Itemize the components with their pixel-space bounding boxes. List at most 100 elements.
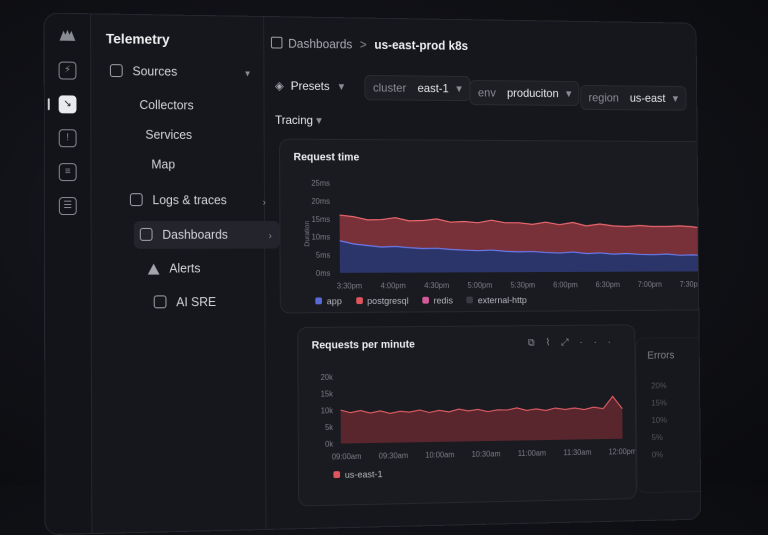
- request-time-xtick: 7:00pm: [638, 280, 663, 289]
- main-content: Dashboards>us-east-prod k8s ◈ Presets ▾ …: [263, 17, 700, 529]
- legend-item-redis[interactable]: redis: [422, 296, 453, 307]
- requests-xtick: 09:30am: [379, 451, 409, 460]
- errors-ytick: 15%: [651, 398, 667, 408]
- request-time-ylabel: Duration: [304, 221, 311, 247]
- legend-item-app[interactable]: app: [315, 296, 342, 307]
- sidebar-item-ai-sre[interactable]: AI SRE: [154, 291, 216, 313]
- region-value: us-east: [626, 91, 671, 105]
- app-window: ⚡ ↘ ! ≡ ☰ Telemetry Sources ▾ Collectors…: [44, 13, 702, 535]
- sidebar-item-alerts[interactable]: Alerts: [148, 258, 201, 280]
- request-time-xtick: 3:30pm: [337, 282, 363, 291]
- tracing-icon[interactable]: ↘: [59, 95, 77, 113]
- requests-xtick: 11:00am: [518, 449, 547, 458]
- requests-xtick: 10:30am: [472, 450, 501, 459]
- database-icon[interactable]: ≡: [59, 163, 77, 181]
- requests-legend: us-east-1: [333, 469, 394, 481]
- errors-ytick: 20%: [651, 380, 667, 390]
- chevron-down-icon: ▾: [316, 113, 322, 127]
- request-time-xtick: 7:30pm: [680, 280, 702, 289]
- sidebar-item-label: Sources: [132, 64, 177, 78]
- request-time-ytick: 25ms: [311, 179, 330, 188]
- terminal-icon: [130, 193, 143, 206]
- request-time-xtick: 6:00pm: [553, 281, 578, 290]
- sidebar-item-label: Logs & traces: [152, 193, 226, 207]
- requests-xtick: 12:00pm: [608, 447, 635, 456]
- sidebar-item-map[interactable]: Map: [151, 158, 175, 172]
- breadcrumb: Dashboards > us-east-prod k8s: [271, 37, 468, 53]
- icon-rail: ⚡ ↘ ! ≡ ☰: [45, 14, 93, 535]
- request-time-xtick: 5:00pm: [467, 281, 492, 290]
- sre-icon: [154, 295, 167, 308]
- presets-label: Presets: [287, 79, 335, 93]
- sidebar-item-collectors[interactable]: Collectors: [139, 98, 193, 112]
- errors-ytick: 0%: [652, 450, 663, 460]
- request-time-ytick: 0ms: [316, 269, 330, 278]
- request-time-ytick: 15ms: [311, 215, 330, 224]
- request-time-ytick: 5ms: [316, 251, 330, 260]
- sidebar-item-label: AI SRE: [176, 295, 216, 309]
- request-time-xtick: 4:00pm: [381, 281, 407, 290]
- requests-ytick: 10k: [321, 406, 333, 415]
- sidebar-item-services[interactable]: Services: [145, 128, 192, 142]
- series-area-us-east-1: [341, 396, 623, 443]
- region-key: region: [581, 91, 626, 105]
- request-time-xtick: 4:30pm: [424, 281, 449, 290]
- request-time-xtick: 6:30pm: [596, 280, 621, 289]
- env-key: env: [470, 86, 503, 100]
- errors-title: Errors: [647, 350, 674, 362]
- breadcrumb-root[interactable]: Dashboards: [288, 37, 352, 52]
- chevron-down-icon: ▾: [454, 82, 469, 96]
- legend-item-us-east-1[interactable]: us-east-1: [333, 469, 382, 481]
- sidebar-item-label: Alerts: [169, 262, 200, 276]
- chevron-down-icon: ▾: [671, 92, 686, 105]
- presets-dropdown[interactable]: ◈ Presets ▾: [275, 74, 344, 98]
- request-time-chart: 25ms 20ms 15ms 10ms 5ms 0ms Duration 3:30pm 4:00…: [280, 140, 701, 313]
- logo-icon: [59, 28, 77, 42]
- alert-icon[interactable]: !: [59, 129, 77, 147]
- request-time-ytick: 10ms: [312, 233, 331, 242]
- breadcrumb-separator: >: [360, 38, 367, 52]
- list-icon[interactable]: ☰: [59, 197, 77, 215]
- requests-ytick: 0k: [325, 440, 333, 449]
- dashboard-icon: [140, 228, 153, 241]
- request-time-ytick: 20ms: [311, 197, 330, 206]
- requests-ytick: 20k: [321, 373, 333, 382]
- breadcrumb-current: us-east-prod k8s: [374, 38, 468, 53]
- requests-xtick: 09:00am: [332, 452, 362, 461]
- sidebar-item-label: Dashboards: [162, 228, 228, 242]
- tracing-label: Tracing: [275, 113, 313, 127]
- sidebar-item-logs-traces[interactable]: Logs & traces: [130, 189, 227, 211]
- request-time-xtick: 5:30pm: [510, 281, 535, 290]
- request-time-legend: app postgresql redis external-http: [315, 295, 538, 307]
- sidebar-nav: Telemetry Sources ▾ Collectors Services …: [90, 14, 266, 533]
- sidebar-item-dashboards[interactable]: Dashboards: [140, 224, 228, 246]
- cluster-value: east-1: [414, 81, 455, 95]
- requests-xtick: 11:30am: [563, 448, 591, 457]
- legend-item-external-http[interactable]: external-http: [467, 295, 527, 306]
- chevron-down-icon: ▾: [338, 79, 344, 93]
- dashboard-icon: [271, 37, 283, 49]
- errors-card: Errors 20% 15% 10% 5% 0%: [635, 337, 701, 494]
- layers-icon: ◈: [275, 79, 284, 93]
- tracing-dropdown[interactable]: Tracing ▾: [275, 113, 322, 127]
- chevron-down-icon[interactable]: ▾: [245, 69, 250, 80]
- errors-ytick: 10%: [651, 415, 667, 425]
- cluster-key: cluster: [365, 81, 413, 95]
- chevron-down-icon: ▾: [564, 87, 579, 101]
- app-title: Telemetry: [106, 30, 170, 47]
- requests-ytick: 15k: [321, 390, 333, 399]
- errors-ytick: 5%: [652, 432, 663, 442]
- sidebar-item-sources[interactable]: Sources: [110, 60, 177, 83]
- warning-icon: [148, 264, 160, 275]
- bolt-icon[interactable]: ⚡: [59, 62, 77, 80]
- cube-icon: [110, 64, 123, 77]
- legend-item-postgresql[interactable]: postgresql: [356, 296, 409, 307]
- requests-xtick: 10:00am: [425, 450, 455, 459]
- env-value: produciton: [503, 86, 564, 100]
- requests-ytick: 5k: [325, 423, 333, 432]
